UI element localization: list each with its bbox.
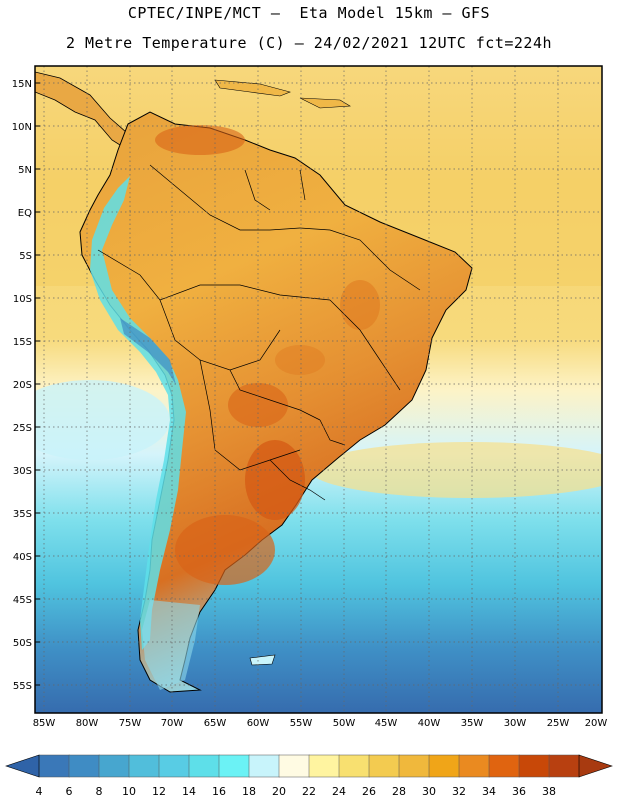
lon-label: 85W <box>33 718 56 728</box>
lon-label: 35W <box>461 718 484 728</box>
colorbar-cell <box>428 754 460 778</box>
lat-label: 5S <box>19 251 32 262</box>
colorbar-label: 18 <box>242 785 256 798</box>
colorbar-cell <box>518 754 550 778</box>
colorbar-cell <box>338 754 370 778</box>
colorbar-label: 32 <box>452 785 466 798</box>
lon-label: 60W <box>247 718 270 728</box>
temperature-map: 15N 10N 5N EQ 5S 10S 15S 20S 25S 30S 35S… <box>12 65 608 728</box>
lat-label: 15S <box>13 337 32 348</box>
lat-label: 55S <box>13 681 32 692</box>
colorbar-low-arrow <box>5 754 40 778</box>
lon-label: 30W <box>504 718 527 728</box>
lat-label: 10N <box>12 122 32 133</box>
lon-label: 65W <box>204 718 227 728</box>
colorbar-cell <box>68 754 100 778</box>
lat-label: 35S <box>13 509 32 520</box>
colorbar-label: 28 <box>392 785 406 798</box>
colorbar-cell <box>308 754 340 778</box>
andes-cold-band <box>90 176 186 650</box>
colorbar-cell <box>158 754 190 778</box>
lon-label: 20W <box>585 718 608 728</box>
lat-label: 25S <box>13 423 32 434</box>
map-frame <box>34 65 603 714</box>
colorbar-label: 24 <box>332 785 346 798</box>
colorbar-label: 30 <box>422 785 436 798</box>
lat-label: EQ <box>18 208 32 219</box>
colorbar-cell <box>458 754 490 778</box>
lon-label: 45W <box>375 718 398 728</box>
lat-label: 45S <box>13 595 32 606</box>
colorbar-high-arrow <box>578 754 613 778</box>
colorbar-label: 34 <box>482 785 496 798</box>
colorbar-label: 20 <box>272 785 286 798</box>
lat-label: 10S <box>13 294 32 305</box>
title-line-1: CPTEC/INPE/MCT – Eta Model 15km – GFS <box>127 4 491 22</box>
title-line-2: 2 Metre Temperature (C) – 24/02/2021 12U… <box>65 34 553 52</box>
colorbar: 4 6 8 10 12 14 16 18 20 22 24 26 28 30 32 34 36 38 <box>5 754 613 798</box>
lat-label: 40S <box>13 552 32 563</box>
hot-spot-argentina <box>245 440 305 520</box>
lat-label: 50S <box>13 638 32 649</box>
colorbar-cell <box>98 754 130 778</box>
colorbar-label: 4 <box>36 785 43 798</box>
lon-label: 75W <box>119 718 142 728</box>
colorbar-label: 10 <box>122 785 136 798</box>
colorbar-cell <box>368 754 400 778</box>
colorbar-cell <box>248 754 280 778</box>
colorbar-label: 22 <box>302 785 316 798</box>
lon-label: 55W <box>290 718 313 728</box>
lon-label: 25W <box>547 718 570 728</box>
lat-label: 15N <box>12 79 32 90</box>
lat-label: 20S <box>13 380 32 391</box>
colorbar-label: 6 <box>66 785 73 798</box>
colorbar-label: 14 <box>182 785 196 798</box>
colorbar-cell <box>218 754 250 778</box>
colorbar-label: 12 <box>152 785 166 798</box>
lon-label: 70W <box>161 718 184 728</box>
colorbar-label: 36 <box>512 785 526 798</box>
colorbar-cell <box>38 754 70 778</box>
graticule <box>35 66 602 713</box>
colorbar-cell <box>488 754 520 778</box>
colorbar-cell <box>188 754 220 778</box>
colorbar-label: 8 <box>96 785 103 798</box>
lat-label: 5N <box>18 165 32 176</box>
lon-label: 80W <box>76 718 99 728</box>
colorbar-cell <box>278 754 310 778</box>
lon-label: 50W <box>333 718 356 728</box>
colorbar-cell <box>128 754 160 778</box>
lat-label: 30S <box>13 466 32 477</box>
colorbar-label: 16 <box>212 785 226 798</box>
colorbar-label: 38 <box>542 785 556 798</box>
lon-label: 40W <box>418 718 441 728</box>
colorbar-label: 26 <box>362 785 376 798</box>
colorbar-cell <box>398 754 430 778</box>
colorbar-cell <box>548 754 580 778</box>
